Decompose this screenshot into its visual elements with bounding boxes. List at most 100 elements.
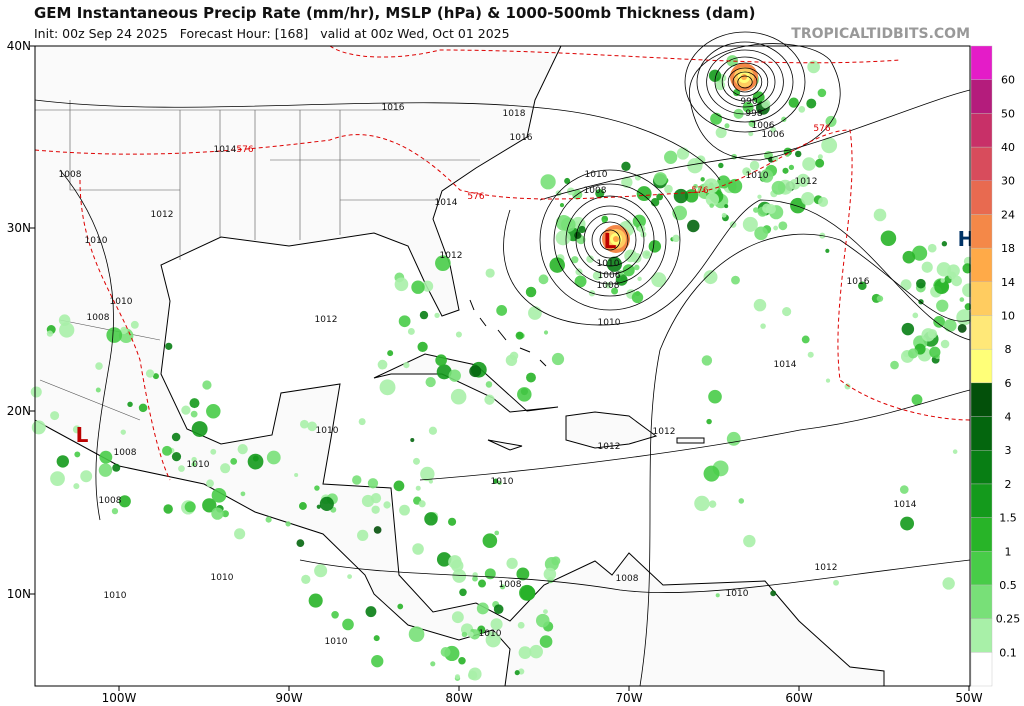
isobar [689,43,841,161]
precip-cell [927,243,937,253]
pressure-label: 1008 [87,313,110,323]
low-marker: L [604,229,617,253]
precip-cell [31,420,46,435]
isobar [419,389,971,481]
precip-cell [58,314,71,326]
pressure-label: 1008 [499,580,522,590]
precip-cell [240,491,246,497]
precip-cell [651,272,667,288]
precip-cell [285,521,291,527]
colorbar-segment [970,281,993,316]
precip-cell [428,479,433,484]
colorbar-segment [970,652,993,687]
precip-cell [412,543,424,555]
pressure-label: 1012 [440,251,463,261]
precip-cell [352,475,362,485]
colorbar-segment [970,214,993,249]
isobars [34,31,971,687]
thickness-line [79,179,171,481]
precip-cell [911,394,923,406]
precip-cell [484,568,496,580]
colorbar-label: 18 [1001,242,1015,255]
cuba [373,353,559,413]
precip-cell [455,331,462,338]
isobar-ring [599,229,621,251]
isobar [59,169,114,521]
pressure-label: 1014 [894,500,917,510]
precip-cell [539,635,553,648]
pressure-label: 1010 [85,236,108,246]
precip-cell [574,275,587,288]
precip-cell [428,426,438,435]
precip-cell [420,466,435,482]
precip-cell [858,281,867,290]
isobar-ring [553,183,667,297]
pressure-label: 1006 [762,130,785,140]
precip-cell [902,250,916,264]
precip-cell [202,498,217,513]
precip-cell [525,286,537,298]
precip-cell [753,207,759,213]
precip-cell [743,534,756,548]
precip-cell [469,629,481,640]
land [34,45,885,687]
precip-cell [383,501,391,509]
precip-cell [921,261,933,273]
colorbar: 0.1 0.25 0.5 1 1.5 2 3 4 6 8 10 14 18 24 30 40 50 60 [970,45,1021,687]
precip-cell [316,504,321,509]
precip-cell [436,552,452,567]
colorbar-label: 4 [1005,411,1012,424]
pressure-label: 1016 [510,133,533,143]
precip-cell [664,150,678,164]
colorbar-label: 10 [1001,309,1015,322]
precip-cell [191,421,208,437]
precip-cell [181,405,191,415]
precip-cell [80,470,93,483]
isobar-ring [575,205,645,275]
pressure-label: 1008 [59,170,82,180]
precip-cell [452,569,467,583]
precip-cell [807,60,820,74]
precip-cell [637,225,646,233]
precip-cell [754,226,768,241]
precip-cell [467,631,474,638]
precip-cell [499,584,506,590]
precip-cell [705,192,720,207]
precip-cell [120,429,126,435]
colorbar-label: 40 [1001,141,1015,154]
precip-cell [753,298,767,312]
precip-cell [424,512,438,526]
precip-cell [936,299,949,312]
precip-cell [95,362,103,370]
precip-cell [538,274,549,285]
pressure-label: 1010 [598,318,621,328]
precip-cell [301,574,311,585]
precip-cell [408,626,425,643]
precip-cell [873,208,887,222]
pressure-label: 1008 [616,574,639,584]
precip-cell [912,312,919,319]
precip-cell [957,323,967,333]
precip-cell [770,126,776,133]
precip-cell [435,255,451,271]
precip-cell [99,450,113,464]
colorbar-segment [970,45,993,80]
colorbar-label: 0.25 [996,613,1021,626]
precip-cell [342,618,354,631]
precip-cell [561,217,576,232]
precip-cell [636,186,652,202]
precip-cell [952,449,958,454]
north-america [34,45,885,687]
colorbar-segment [970,618,993,653]
isobar-ring [539,169,681,311]
precip-cell [703,270,718,285]
precip-cell [611,287,619,295]
pressure-label: 990 [740,97,757,107]
precip-cell [319,496,334,511]
pressure-label: 1006 [598,271,621,281]
thickness-label: 576 [467,192,484,202]
precip-cell [900,279,912,291]
precip-cell [517,387,532,402]
precip-cell [211,507,224,520]
